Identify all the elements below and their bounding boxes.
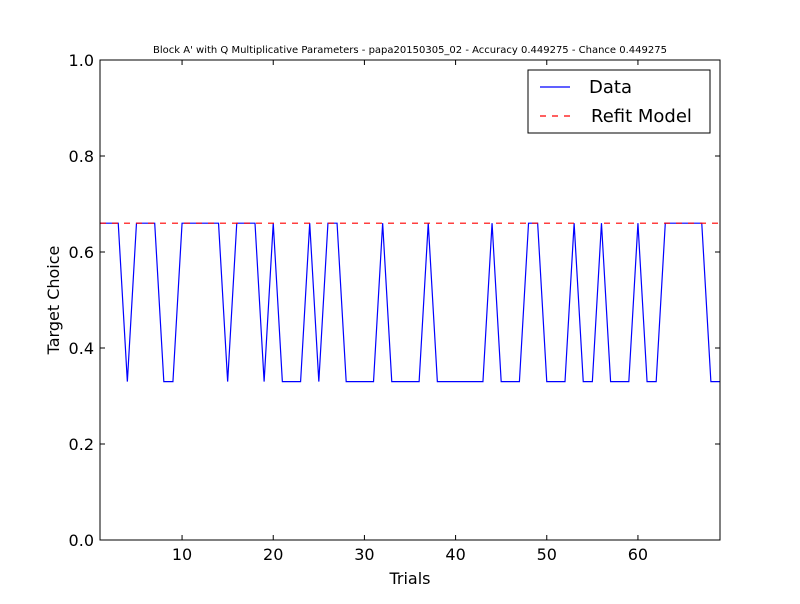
x-tick-label: 40 — [445, 545, 465, 564]
y-tick-label: 0.6 — [69, 243, 94, 262]
legend-box — [527, 69, 711, 134]
y-tick-label: 0.2 — [69, 435, 94, 454]
y-axis-label: Target Choice — [44, 246, 63, 356]
series-line-data — [100, 222, 720, 383]
chart-title: Block A' with Q Multiplicative Parameter… — [153, 45, 667, 56]
y-tick-label: 1.0 — [69, 51, 94, 70]
x-tick-label: 20 — [263, 545, 283, 564]
x-tick-label: 10 — [172, 545, 192, 564]
y-tick-label: 0.0 — [69, 531, 94, 550]
legend-label-refit-model: Refit Model — [591, 106, 692, 127]
plot-area: 10 20 30 40 50 60 0.0 0.2 0.4 0.6 0.8 1.0 — [69, 51, 721, 564]
y-tick-label: 0.4 — [69, 339, 94, 358]
legend-label-data: Data — [589, 77, 632, 98]
x-tick-label: 60 — [628, 545, 648, 564]
legend: Data Refit Model — [527, 69, 711, 134]
axes-frame — [99, 59, 721, 541]
y-tick-label: 0.8 — [69, 147, 94, 166]
x-axis-label: Trials — [388, 569, 430, 588]
x-tick-label: 30 — [354, 545, 374, 564]
x-tick-label: 50 — [537, 545, 557, 564]
